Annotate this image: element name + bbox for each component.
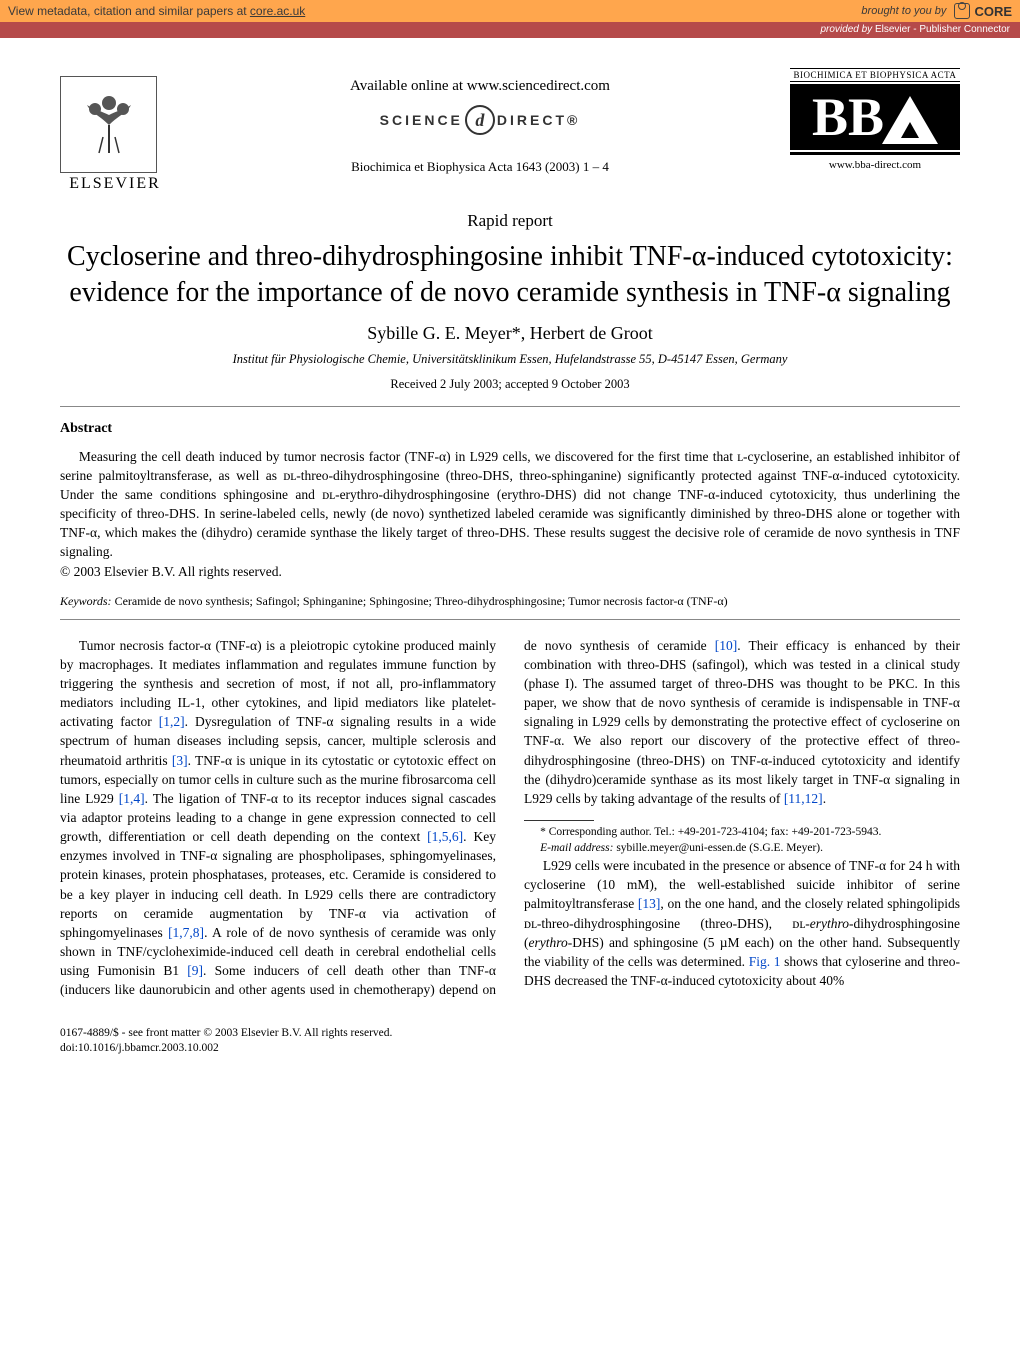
ref-link[interactable]: [9] [187,963,203,978]
article-title: Cycloserine and threo-dihydrosphingosine… [60,239,960,311]
footnote-rule [524,820,594,821]
keywords-list: Ceramide de novo synthesis; Safingol; Sp… [115,594,728,608]
abstract-heading: Abstract [60,421,960,437]
provided-by-source: Elsevier - Publisher Connector [875,24,1010,35]
abstract-text: Measuring the cell death induced by tumo… [60,447,960,562]
corresponding-author: * Corresponding author. Tel.: +49-201-72… [524,825,960,841]
core-text[interactable]: View metadata, citation and similar pape… [8,4,305,18]
bba-caption: BIOCHIMICA ET BIOPHYSICA ACTA [790,68,960,82]
core-badge[interactable]: CORE [954,3,1012,19]
ref-link[interactable]: [3] [172,753,188,768]
elsevier-logo: ELSEVIER [60,68,170,193]
ref-link[interactable]: [13] [638,896,661,911]
sciencedirect-logo: SCIENCE d DIRECT® [380,105,581,135]
elsevier-tree-icon [60,76,157,173]
front-matter-footer: 0167-4889/$ - see front matter © 2003 El… [60,1026,960,1057]
ref-link[interactable]: [1,7,8] [168,925,204,940]
center-header: Available online at www.sciencedirect.co… [170,68,790,175]
email-line: E-mail address: sybille.meyer@uni-essen.… [524,841,960,857]
brought-to-you-by: brought to you by [861,5,946,17]
ref-link[interactable]: [1,2] [159,714,185,729]
bba-url: www.bba-direct.com [790,159,960,171]
keywords: Keywords: Ceramide de novo synthesis; Sa… [60,594,960,609]
provided-by-prefix: provided by [820,24,874,35]
copyright: © 2003 Elsevier B.V. All rights reserved… [60,564,960,580]
footnotes: * Corresponding author. Tel.: +49-201-72… [524,820,960,856]
elsevier-wordmark: ELSEVIER [60,175,170,193]
author-list: Sybille G. E. Meyer*, Herbert de Groot [367,323,652,343]
email-value: sybille.meyer@uni-essen.de (S.G.E. Meyer… [613,842,823,854]
section-label: Rapid report [60,211,960,231]
rule [60,406,960,407]
ref-link[interactable]: [1,4] [119,791,145,806]
sd-right: DIRECT® [497,112,580,128]
bba-box: BB [790,84,960,150]
core-label: CORE [974,4,1012,19]
issn-line: 0167-4889/$ - see front matter © 2003 El… [60,1026,960,1042]
bba-letters: BB [812,90,938,144]
ref-link[interactable]: [11,12] [784,791,823,806]
sd-d-icon: d [465,105,495,135]
journal-reference: Biochimica et Biophysica Acta 1643 (2003… [180,159,780,175]
provided-by-bar: provided by Elsevier - Publisher Connect… [0,22,1020,38]
core-prefix: View metadata, citation and similar pape… [8,4,250,18]
ref-link[interactable]: [1,5,6] [427,829,463,844]
header-row: ELSEVIER Available online at www.science… [60,68,960,193]
fig-link[interactable]: Fig. 1 [749,954,781,969]
core-metadata-bar: View metadata, citation and similar pape… [0,0,1020,22]
body-text: Tumor necrosis factor-α (TNF-α) is a ple… [60,636,960,1000]
sd-left: SCIENCE [380,112,463,128]
core-link[interactable]: core.ac.uk [250,4,305,18]
bba-logo: BIOCHIMICA ET BIOPHYSICA ACTA BB www.bba… [790,68,960,171]
abstract-body: Measuring the cell death induced by tumo… [60,447,960,562]
keywords-label: Keywords: [60,594,112,608]
body-paragraph-2: L929 cells were incubated in the presenc… [524,856,960,990]
rule [60,619,960,620]
affiliation: Institut für Physiologische Chemie, Univ… [60,352,960,367]
ref-link[interactable]: [10] [715,638,738,653]
doi-line: doi:10.1016/j.bbamcr.2003.10.002 [60,1041,960,1057]
email-label: E-mail address: [540,842,613,854]
authors: Sybille G. E. Meyer*, Herbert de Groot [60,323,960,344]
tree-icon [79,95,139,155]
received-accepted: Received 2 July 2003; accepted 9 October… [60,377,960,392]
core-icon [954,3,970,19]
available-online: Available online at www.sciencedirect.co… [180,78,780,95]
